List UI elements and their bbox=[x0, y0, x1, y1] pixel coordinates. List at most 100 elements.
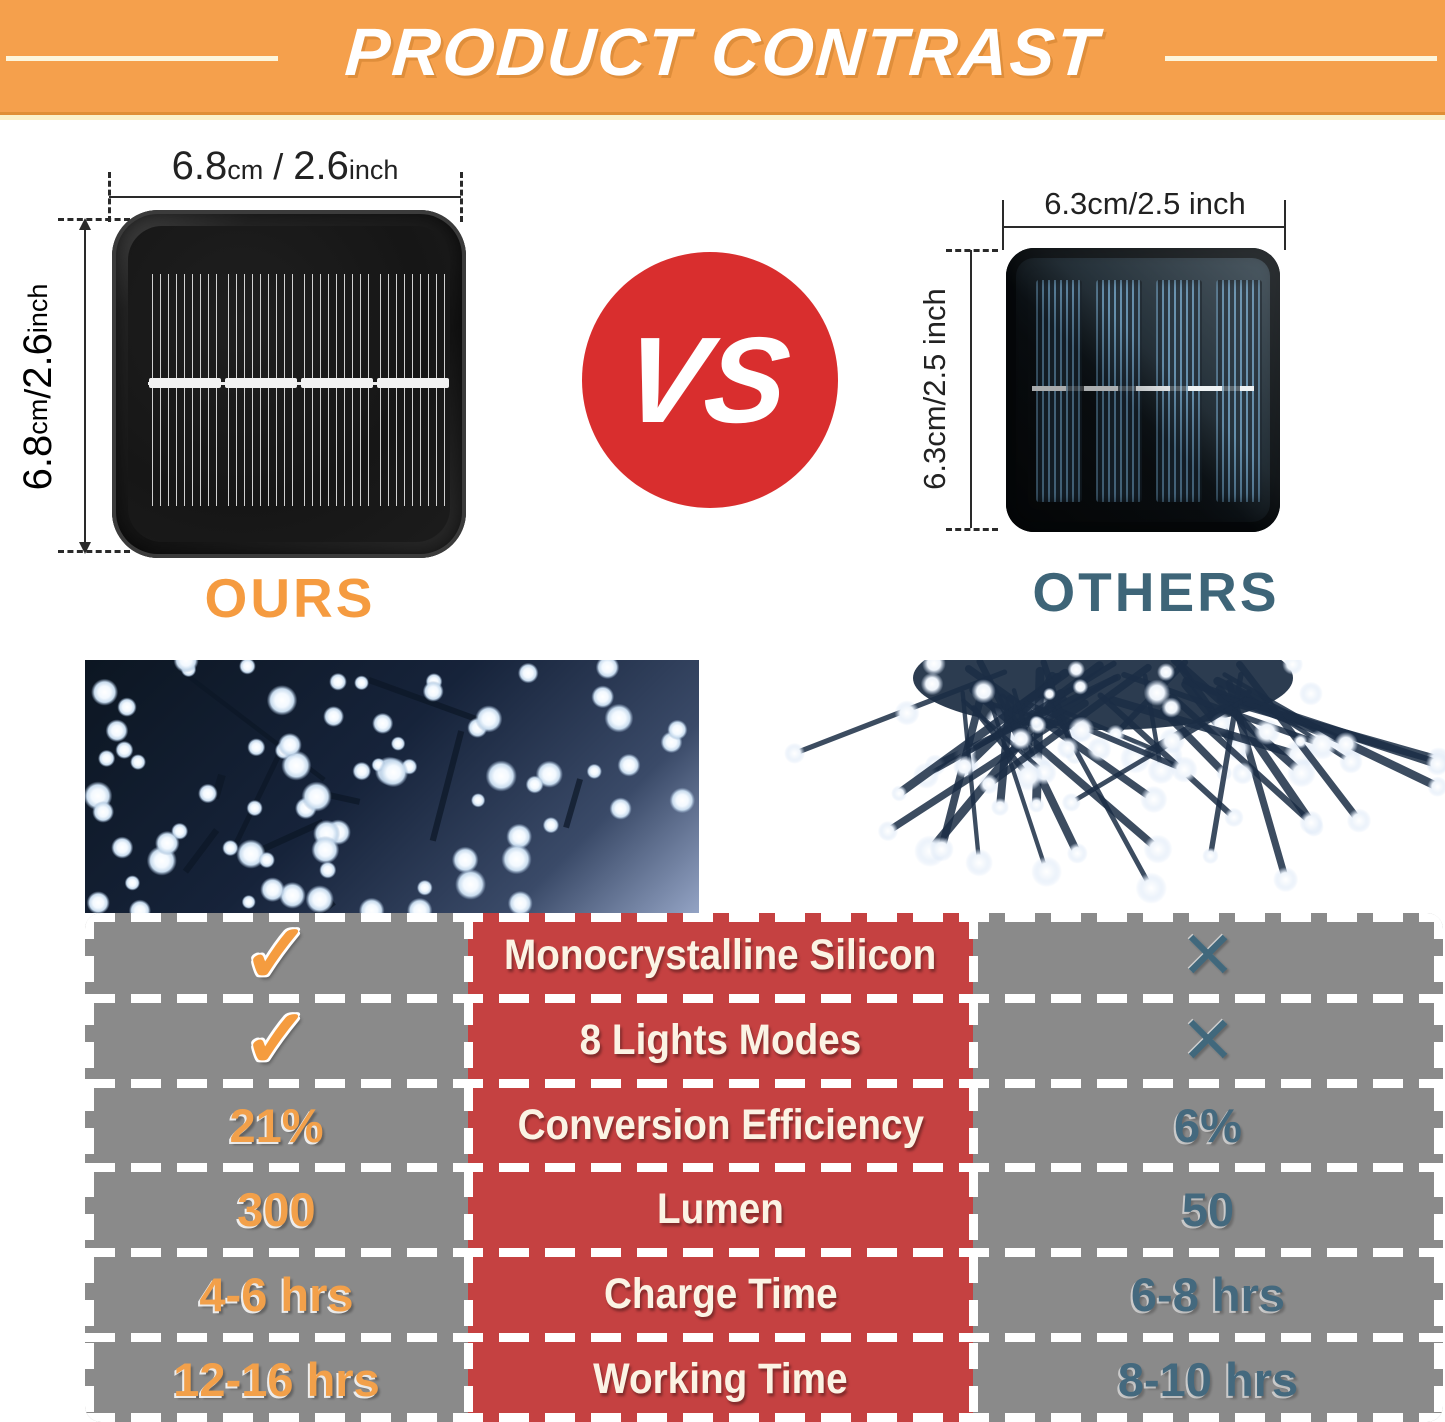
feature-cell: Conversion Efficiency bbox=[468, 1082, 973, 1168]
cross-icon: ✕ bbox=[1180, 1003, 1236, 1078]
ours-lights-photo bbox=[85, 660, 699, 913]
ours-cell: 12-16 hrs bbox=[85, 1337, 468, 1422]
others-cell: 50 bbox=[973, 1167, 1443, 1253]
value-label: 50 bbox=[1181, 1183, 1235, 1237]
busbar bbox=[1032, 386, 1254, 391]
solder-pad bbox=[301, 378, 373, 388]
comparison-table: ✓ Monocrystalline Silicon ✕ ✓ 8 Lights Modes… bbox=[85, 913, 1443, 1422]
value-label: 12-16 hrs bbox=[173, 1353, 380, 1407]
feature-cell: Lumen bbox=[468, 1167, 973, 1253]
dim-sep: / bbox=[17, 388, 58, 399]
ours-cell: 4-6 hrs bbox=[85, 1252, 468, 1338]
dim-tick bbox=[460, 172, 463, 222]
feature-label: Monocrystalline Silicon bbox=[504, 930, 937, 979]
solder-pad bbox=[377, 378, 449, 388]
blue-cell bbox=[1096, 280, 1142, 502]
dim-tick bbox=[58, 218, 130, 221]
table-divider bbox=[85, 1163, 1443, 1172]
value-label: 21% bbox=[229, 1098, 324, 1152]
feature-cell: 8 Lights Modes bbox=[468, 997, 973, 1083]
table-divider bbox=[85, 994, 1443, 1003]
dim-value: 2.6 bbox=[293, 144, 349, 188]
ours-cell: ✓ bbox=[85, 994, 468, 1086]
value-label: 8-10 hrs bbox=[1117, 1353, 1299, 1407]
dim-value: 2.6 bbox=[15, 333, 60, 389]
ours-height-dim-line bbox=[84, 220, 86, 552]
solder-pad bbox=[225, 378, 297, 388]
others-cell: 6% bbox=[973, 1082, 1443, 1168]
others-cell: 8-10 hrs bbox=[973, 1337, 1443, 1422]
dim-unit: inch bbox=[348, 155, 399, 185]
others-solar-panel bbox=[1006, 248, 1280, 532]
feature-label: Conversion Efficiency bbox=[517, 1100, 924, 1149]
dim-tick bbox=[1284, 200, 1286, 250]
feature-cell: Charge Time bbox=[468, 1252, 973, 1338]
table-divider bbox=[464, 913, 473, 1422]
vs-label: VS bbox=[615, 312, 797, 448]
ours-label: OURS bbox=[204, 567, 376, 629]
banner-rule-left bbox=[6, 56, 278, 61]
ours-solar-panel bbox=[112, 210, 466, 558]
cell-lines bbox=[152, 274, 218, 506]
others-lights-photo bbox=[713, 660, 1445, 913]
dim-tick bbox=[1002, 200, 1004, 250]
dim-sep: / bbox=[263, 146, 294, 187]
dim-unit: inch bbox=[22, 283, 53, 334]
others-cell: ✕ bbox=[973, 997, 1443, 1083]
value-label: 6-8 hrs bbox=[1130, 1268, 1286, 1322]
table-border bbox=[85, 1413, 1443, 1422]
value-label: 6% bbox=[1174, 1098, 1242, 1152]
page-title: PRODUCT CONTRAST bbox=[342, 15, 1103, 90]
feature-cell: Monocrystalline Silicon bbox=[468, 913, 973, 998]
feature-label: Working Time bbox=[593, 1355, 848, 1404]
table-divider bbox=[85, 1333, 1443, 1342]
table-divider bbox=[969, 913, 978, 1422]
cell-lines bbox=[380, 274, 446, 506]
others-label: OTHERS bbox=[1032, 561, 1280, 623]
feature-label: 8 Lights Modes bbox=[579, 1015, 862, 1064]
header-banner: PRODUCT CONTRAST bbox=[0, 0, 1445, 115]
table-border bbox=[1434, 913, 1443, 1422]
feature-label: Charge Time bbox=[603, 1270, 838, 1319]
others-width-dimension: 6.3cm/2.5 inch bbox=[1044, 186, 1246, 221]
cross-icon: ✕ bbox=[1180, 918, 1236, 993]
others-width-dim-line bbox=[1002, 226, 1286, 228]
check-icon: ✓ bbox=[242, 913, 311, 1001]
blue-cell bbox=[1036, 280, 1082, 502]
table-divider bbox=[85, 1079, 1443, 1088]
table-border bbox=[85, 913, 1443, 922]
vs-badge: VS bbox=[582, 252, 838, 508]
check-icon: ✓ bbox=[242, 994, 311, 1086]
dim-unit: cm bbox=[227, 155, 264, 185]
table-divider bbox=[85, 1248, 1443, 1257]
table-border bbox=[85, 913, 94, 1422]
others-height-dimension: 6.3cm/2.5 inch bbox=[917, 288, 952, 490]
value-label: 4-6 hrs bbox=[199, 1268, 354, 1322]
value-label: 300 bbox=[237, 1183, 316, 1237]
comparison-table-grid: ✓ Monocrystalline Silicon ✕ ✓ 8 Lights Modes… bbox=[85, 913, 1443, 1422]
cell-lines bbox=[228, 274, 294, 506]
dim-arrow bbox=[79, 218, 91, 230]
ours-cell: 300 bbox=[85, 1167, 468, 1253]
blue-cell bbox=[1216, 280, 1262, 502]
ours-width-dimension: 6.8cm / 2.6inch bbox=[108, 144, 462, 189]
dim-tick bbox=[108, 172, 111, 222]
others-cell: ✕ bbox=[973, 913, 1443, 998]
others-height-dim-line bbox=[970, 250, 972, 528]
ours-cell: ✓ bbox=[85, 913, 468, 998]
blue-cell bbox=[1156, 280, 1202, 502]
dim-unit: cm bbox=[22, 398, 53, 435]
dim-value: 6.8 bbox=[171, 144, 228, 188]
ours-cell: 21% bbox=[85, 1082, 468, 1168]
others-cell: 6-8 hrs bbox=[973, 1252, 1443, 1338]
panel-gloss bbox=[1006, 248, 1280, 532]
dim-tick bbox=[946, 249, 998, 252]
ours-panel-cells bbox=[128, 226, 450, 542]
feature-label: Lumen bbox=[657, 1185, 784, 1234]
banner-rule-right bbox=[1165, 56, 1437, 61]
ours-height-dimension: 6.8 cm / 2.6 inch bbox=[16, 217, 60, 557]
cell-lines bbox=[304, 274, 370, 506]
dim-value: 6.8 bbox=[15, 434, 60, 491]
dim-tick bbox=[58, 550, 130, 553]
dim-tick bbox=[946, 528, 998, 531]
